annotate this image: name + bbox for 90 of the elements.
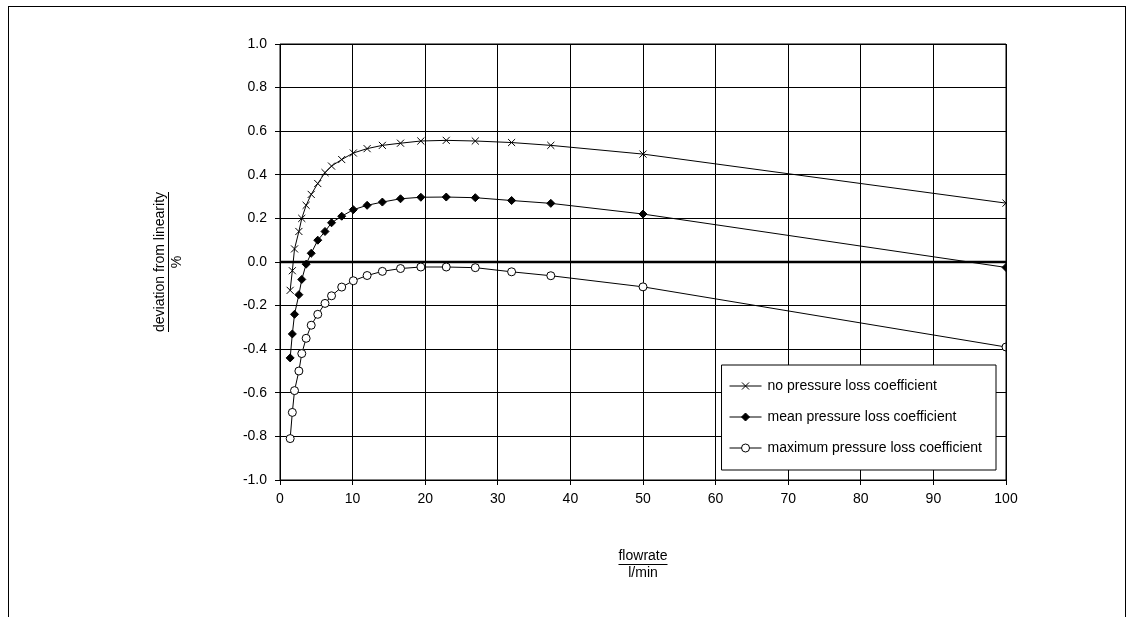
point: [416, 192, 426, 202]
point: [396, 264, 406, 274]
x-tick-label: 20: [417, 490, 434, 507]
y-tick-label: 0.0: [247, 252, 268, 269]
y-tick-label: 0.2: [247, 209, 268, 226]
y-tick-label: -0.2: [242, 296, 268, 313]
point: [377, 266, 387, 276]
point: [348, 205, 358, 215]
point: [507, 196, 517, 206]
point: [377, 197, 387, 207]
point: [290, 244, 299, 253]
point: [441, 192, 451, 202]
legend-label: maximum pressure loss coefficient: [767, 438, 983, 455]
point: [294, 290, 304, 300]
x-tick-label: 100: [994, 490, 1018, 507]
point: [306, 248, 316, 258]
point: [287, 329, 297, 339]
x-tick-label: 80: [853, 490, 869, 507]
point: [362, 271, 372, 281]
point: [302, 201, 311, 210]
point: [349, 148, 358, 158]
x-tick-label: 50: [635, 490, 651, 507]
point: [363, 144, 372, 153]
point: [294, 227, 303, 236]
point: [348, 276, 358, 286]
y-tick-label: 0.4: [247, 165, 268, 182]
x-tick-label: 30: [490, 490, 506, 507]
point: [301, 333, 311, 343]
point: [362, 200, 372, 210]
point: [337, 211, 347, 221]
point: [301, 259, 311, 269]
point: [327, 162, 336, 171]
point: [546, 271, 556, 281]
legend-label: no pressure loss coefficient: [767, 376, 938, 393]
y-tick-label: -0.6: [242, 383, 268, 400]
legend-label: mean pressure loss coefficient: [767, 407, 957, 424]
point: [507, 267, 517, 277]
point: [378, 141, 387, 150]
point: [307, 190, 316, 199]
point: [306, 320, 316, 330]
x-tick-label: 10: [344, 490, 361, 507]
point: [290, 386, 300, 396]
point: [416, 136, 425, 146]
point: [337, 155, 346, 164]
point: [320, 298, 330, 308]
x-tick-label: 70: [780, 490, 797, 507]
point: [546, 141, 555, 150]
y-tick-label: 1.0: [247, 34, 268, 51]
y-tick-label: 0.6: [247, 122, 268, 139]
point: [294, 366, 304, 376]
x-axis-title: flowrate l/min: [618, 546, 668, 580]
point: [313, 235, 323, 245]
point: [507, 138, 516, 147]
point: [470, 263, 480, 273]
point: [286, 286, 295, 295]
point: [285, 434, 295, 444]
point: [638, 150, 648, 159]
point: [441, 262, 451, 272]
y-tick-label: 0.8: [247, 78, 268, 95]
x-tick-label: 90: [925, 490, 942, 507]
point: [287, 407, 297, 417]
point: [396, 194, 406, 204]
point: [396, 139, 405, 148]
point: [297, 349, 307, 359]
point: [638, 282, 648, 292]
point: [285, 353, 295, 363]
x-tick-label: 0: [276, 490, 285, 507]
point: [337, 282, 347, 292]
x-tick-label: 40: [562, 490, 579, 507]
x-tick-label: 60: [707, 490, 724, 507]
point: [297, 214, 306, 223]
point: [327, 218, 337, 228]
point: [290, 309, 300, 319]
point: [470, 193, 480, 203]
point: [638, 209, 648, 219]
point: [471, 136, 480, 146]
point: [320, 168, 330, 177]
point: [327, 291, 337, 301]
point: [313, 179, 322, 188]
point: [546, 198, 556, 208]
y-tick-label: -0.8: [242, 427, 268, 444]
y-tick-label: -0.4: [242, 340, 268, 357]
y-tick-label: -1.0: [242, 470, 268, 487]
point: [313, 309, 323, 319]
point: [288, 266, 297, 275]
y-axis-title: deviation from linearity %: [150, 191, 184, 333]
point: [416, 262, 426, 272]
point: [320, 226, 330, 236]
point: [297, 274, 307, 284]
point: [442, 136, 451, 145]
